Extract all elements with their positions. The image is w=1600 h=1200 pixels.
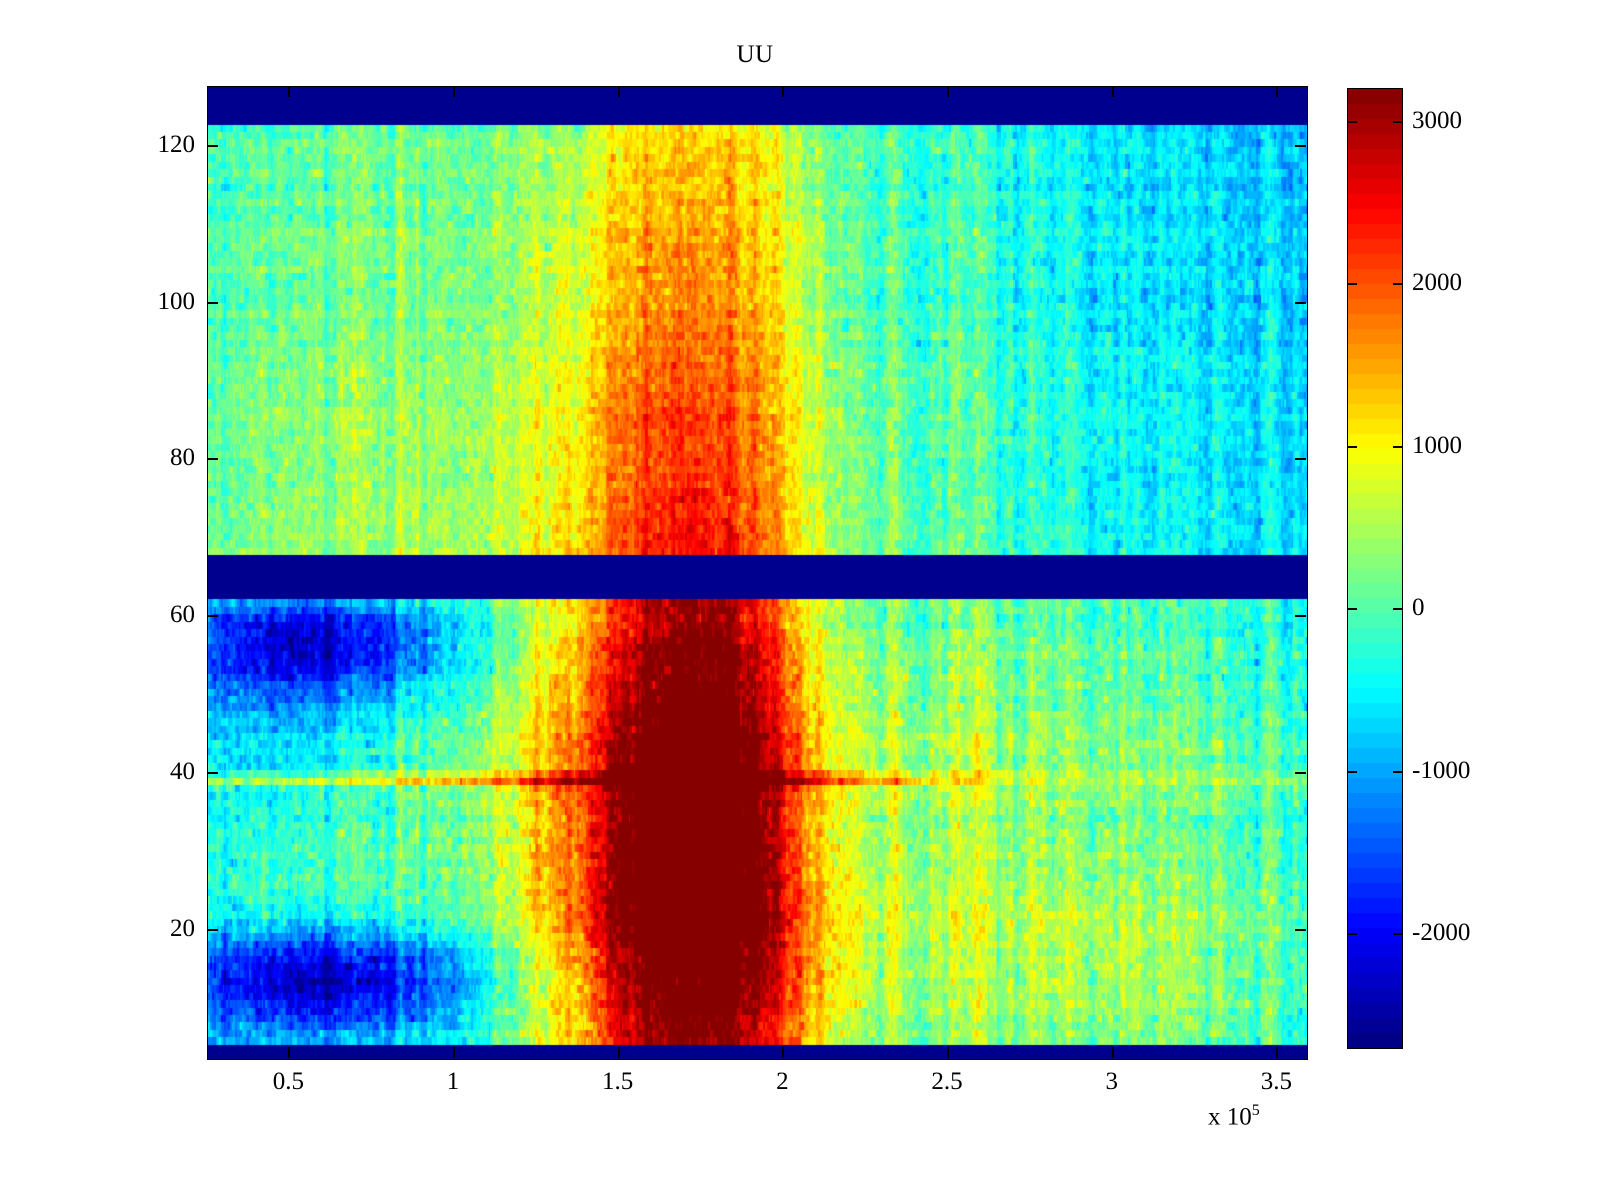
y-axis-tick-mark [1295,144,1306,147]
y-axis-tick-mark [207,928,218,931]
colorbar-tick-label: 3000 [1412,106,1462,134]
colorbar-tick-label: 0 [1412,594,1425,622]
y-axis-tick-label: 20 [170,914,195,942]
x-axis-tick-mark [947,86,950,97]
colorbar-tick-mark [1393,933,1403,936]
y-axis-tick-mark [207,144,218,147]
x-axis-tick-mark [1111,1047,1114,1058]
heatmap-axes[interactable] [207,86,1308,1060]
x-axis-tick-mark [288,1047,291,1058]
y-axis-tick-mark [207,615,218,618]
colorbar-tick-label: -2000 [1412,919,1471,947]
x-axis-tick-mark [617,86,620,97]
x-axis-tick-mark [288,86,291,97]
x-axis-tick-labels: 0.5 1 1.5 2 2.5 3 3.5 [207,1068,1306,1108]
y-axis-tick-mark [1295,928,1306,931]
x-axis-tick-mark [453,86,455,97]
colorbar-tick-mark [1347,445,1357,448]
x-axis-tick-mark [1276,1047,1279,1058]
y-axis-tick-label: 120 [157,130,196,158]
x-axis-tick-label: 2 [776,1068,789,1095]
x-axis-tick-mark [947,1047,950,1058]
colorbar[interactable] [1347,88,1403,1049]
colorbar-tick-label: 2000 [1412,269,1462,297]
y-axis-tick-mark [1295,615,1306,618]
heatmap-image [208,87,1307,1059]
colorbar-tick-mark [1393,445,1403,448]
colorbar-tick-mark [1393,770,1403,773]
x-axis-tick-label: 2.5 [931,1068,963,1095]
colorbar-tick-label: -1000 [1412,756,1471,784]
y-axis-tick-mark [1295,458,1306,461]
colorbar-tick-mark [1393,120,1403,123]
x-axis-tick-label: 3 [1105,1068,1118,1095]
page-title: UU [736,41,774,68]
y-axis-tick-label: 100 [157,287,196,315]
x-axis-exponent-power: 5 [1251,1102,1260,1119]
y-axis-tick-mark [207,301,218,304]
colorbar-tick-labels: -2000 -1000 0 1000 2000 3000 [1412,88,1592,1047]
colorbar-tick-label: 1000 [1412,431,1462,459]
y-axis-tick-label: 60 [170,601,195,629]
x-axis-tick-mark [782,1047,785,1058]
colorbar-tick-mark [1347,933,1357,936]
colorbar-ticks [1347,88,1403,1047]
colorbar-tick-mark [1347,120,1357,123]
y-axis-tick-labels: 20 40 60 80 100 120 [90,86,196,1058]
y-axis-tick-mark [1295,771,1306,774]
x-axis-tick-label: 0.5 [272,1068,304,1095]
colorbar-tick-mark [1347,770,1357,773]
x-axis-exponent-mantissa: x 10 [1208,1103,1252,1131]
x-axis-tick-label: 1 [446,1068,460,1095]
x-axis-tick-mark [617,1047,620,1058]
colorbar-tick-mark [1347,608,1357,611]
x-axis-tick-mark [782,86,785,97]
x-axis-tick-mark [1276,86,1279,97]
colorbar-tick-mark [1393,608,1403,611]
colorbar-gradient [1348,89,1402,1048]
colorbar-tick-mark [1347,283,1357,286]
x-axis-tick-label: 1.5 [602,1068,634,1095]
colorbar-tick-mark [1393,283,1403,286]
x-axis-tick-label: 3.5 [1260,1068,1292,1095]
y-axis-tick-mark [1295,301,1306,304]
y-axis-tick-label: 80 [170,444,195,472]
x-axis-tick-mark [1111,86,1114,97]
y-axis-tick-label: 40 [170,757,195,785]
y-axis-tick-mark [207,458,218,461]
y-axis-tick-mark [207,771,218,774]
x-axis-exponent-label: x 105 [1208,1102,1260,1131]
x-axis-tick-mark [453,1047,455,1058]
